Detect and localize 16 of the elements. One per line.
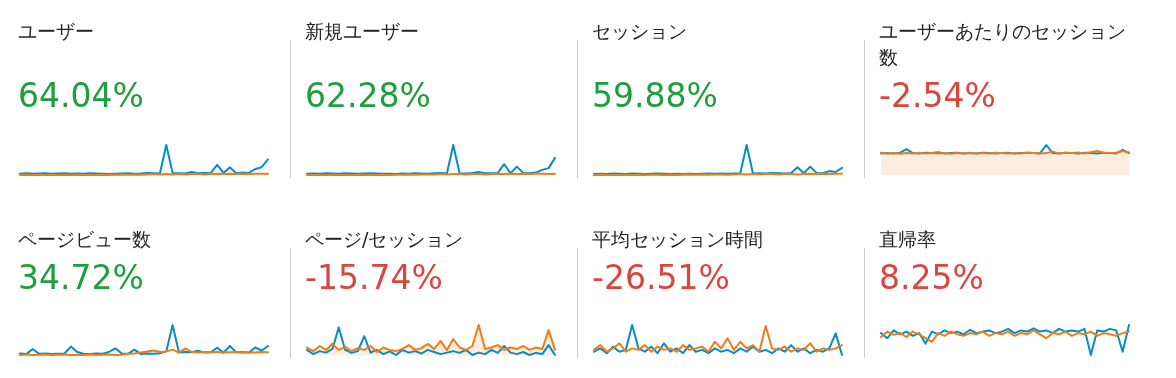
chart-subtitle: 64.04% — [18, 76, 144, 116]
chart-title: ユーザーあたりのセッション数 — [879, 19, 1127, 70]
chart-title: ページビュー数 — [18, 227, 152, 252]
chart-subtitle: 62.28% — [305, 76, 431, 116]
chart-subtitle: 34.72% — [18, 258, 144, 298]
chart-title: 新規ユーザー — [305, 19, 420, 44]
chart-title: 直帰率 — [879, 227, 937, 252]
chart-subtitle: -2.54% — [879, 76, 996, 116]
chart-title: 平均セッション時間 — [592, 227, 764, 252]
chart-title: ユーザー — [18, 19, 95, 44]
chart-subtitle: -15.74% — [305, 258, 443, 298]
chart-title: ページ/セッション — [305, 227, 465, 252]
chart-subtitle: 8.25% — [879, 258, 984, 298]
chart-subtitle: 59.88% — [592, 76, 718, 116]
chart-subtitle: -26.51% — [592, 258, 730, 298]
chart-title: セッション — [592, 19, 688, 44]
